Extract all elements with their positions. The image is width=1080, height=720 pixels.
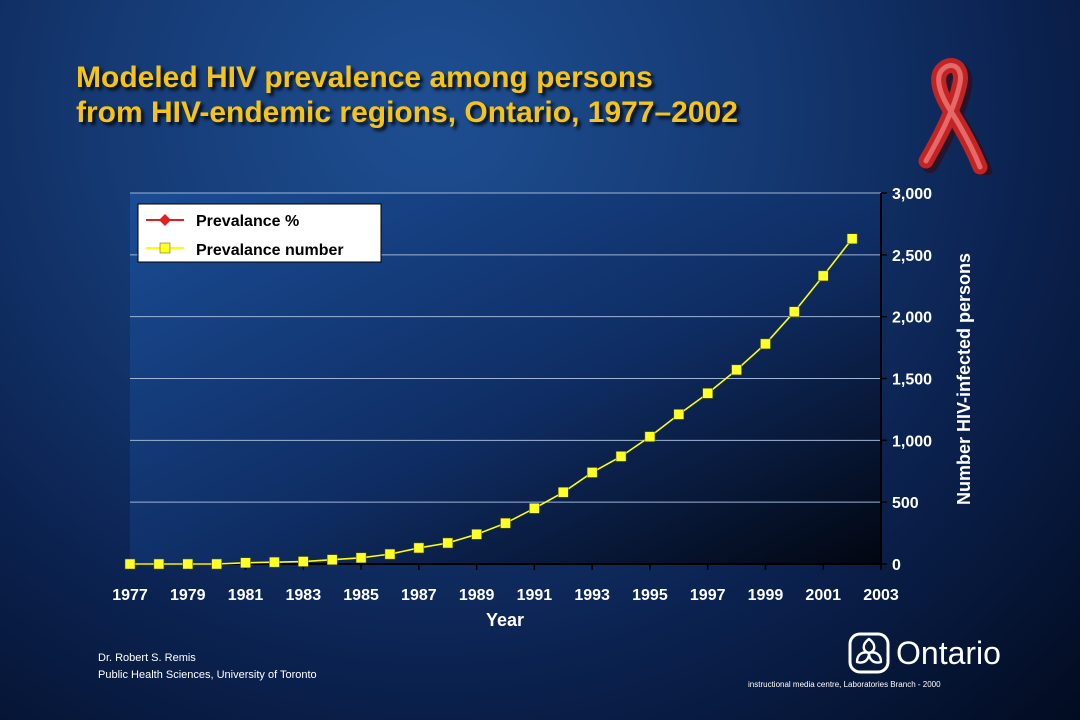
data-point-prevalance-number — [789, 306, 800, 317]
data-point-prevalance-number — [269, 556, 280, 568]
x-axis-label: Year — [486, 610, 524, 630]
legend: Prevalance % Prevalance number — [137, 203, 382, 263]
y-tick-label: 500 — [892, 495, 919, 512]
y-tick-label: 2,500 — [892, 248, 932, 265]
x-tick-label: 1997 — [690, 587, 726, 604]
slide-title: Modeled HIV prevalence among persons fro… — [76, 60, 738, 130]
x-tick-label: 1983 — [286, 587, 322, 604]
awareness-ribbon-icon — [918, 58, 992, 175]
data-point-prevalance-number — [153, 558, 165, 570]
data-point-prevalance-number — [442, 537, 453, 549]
x-tick-label: 1989 — [459, 587, 495, 604]
data-point-prevalance-number — [124, 558, 136, 570]
credit-affiliation: Public Health Sciences, University of To… — [98, 669, 317, 681]
x-tick-label: 1981 — [228, 587, 264, 604]
data-point-prevalance-number — [731, 364, 742, 376]
tick-labels: 1977 1979 1981 1983 1985 1987 1989 1991 1993 1995… — [112, 186, 932, 604]
legend-label-prevalance-number: Prevalance number — [196, 242, 344, 259]
x-tick-label: 1995 — [632, 587, 668, 604]
y-tick-label: 0 — [892, 557, 901, 574]
data-point-prevalance-number — [673, 409, 685, 420]
data-point-prevalance-number — [586, 467, 598, 478]
credit-name: Dr. Robert S. Remis — [98, 652, 196, 664]
y-tick-label: 1,500 — [892, 372, 932, 389]
data-point-prevalance-number — [760, 338, 771, 350]
x-tick-label: 2001 — [805, 587, 841, 604]
slide-title-line-2: from HIV-endemic regions, Ontario, 1977–… — [76, 96, 738, 129]
data-point-prevalance-number — [817, 270, 829, 282]
x-tick-label: 1977 — [112, 587, 148, 604]
data-point-prevalance-number — [644, 431, 656, 442]
x-tick-label: 1993 — [574, 587, 610, 604]
x-tick-label: 1985 — [343, 587, 379, 604]
data-point-prevalance-number — [355, 552, 367, 564]
data-point-prevalance-number — [471, 529, 482, 540]
data-point-prevalance-number — [702, 388, 713, 399]
ontario-brand-name: Ontario — [896, 635, 1001, 671]
data-point-prevalance-number — [298, 556, 309, 567]
data-point-prevalance-number — [846, 233, 858, 245]
y-tick-label: 2,000 — [892, 310, 932, 327]
x-tick-label: 1991 — [517, 587, 553, 604]
data-point-prevalance-number — [182, 558, 194, 570]
data-point-prevalance-number — [615, 451, 627, 462]
legend-box — [137, 203, 382, 263]
series-prevalance-number — [124, 233, 858, 570]
legend-marker-prevalance-percent — [159, 214, 171, 226]
data-point-prevalance-number — [326, 554, 338, 565]
data-point-prevalance-number — [413, 542, 425, 554]
x-tick-label: 1979 — [170, 587, 206, 604]
y-tick-label: 3,000 — [892, 186, 932, 203]
y-axis-label: Number HIV-infected persons — [954, 253, 974, 505]
legend-label-prevalance-percent: Prevalance % — [196, 213, 299, 230]
x-tick-label: 1999 — [748, 587, 784, 604]
data-point-prevalance-number — [558, 487, 569, 498]
footer-note: instructional media centre, Laboratories… — [748, 680, 941, 689]
x-tick-label: 2003 — [863, 587, 899, 604]
y-tick-label: 1,000 — [892, 433, 932, 450]
data-point-prevalance-number — [384, 548, 396, 560]
legend-marker-prevalance-number — [159, 242, 171, 254]
x-tick-label: 1987 — [401, 587, 437, 604]
ontario-trillium-icon — [848, 632, 890, 674]
slide-title-line-1: Modeled HIV prevalence among persons — [76, 61, 653, 94]
data-point-prevalance-number — [500, 517, 511, 529]
author-credit: Dr. Robert S. Remis Public Health Scienc… — [98, 650, 317, 684]
data-point-prevalance-number — [529, 503, 540, 514]
data-point-prevalance-number — [240, 557, 251, 569]
data-point-prevalance-number — [211, 558, 222, 570]
axes — [129, 192, 887, 570]
